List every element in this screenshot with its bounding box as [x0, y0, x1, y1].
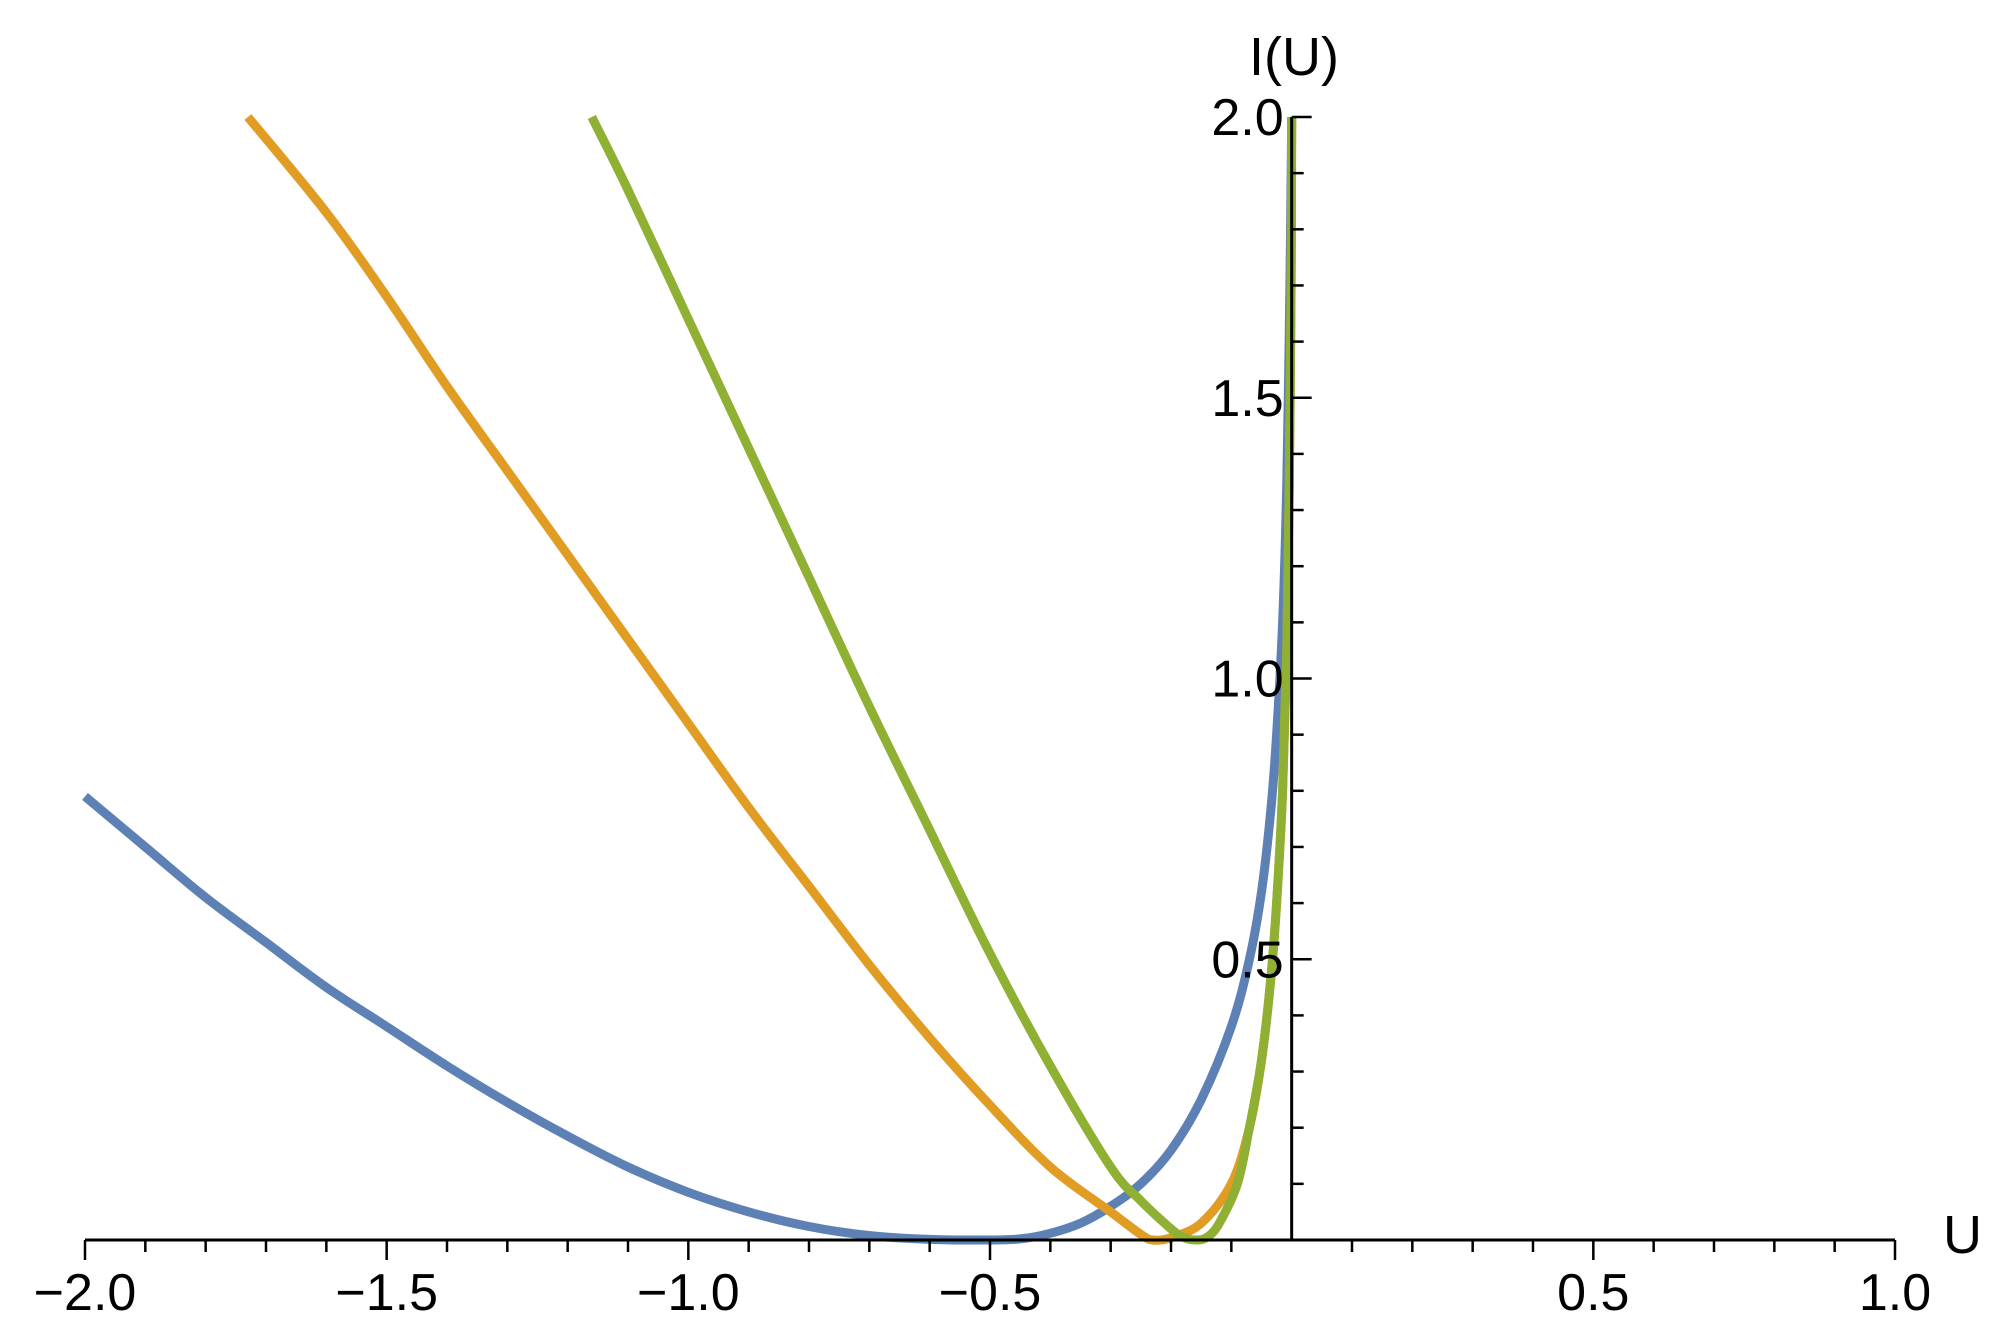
y-axis-label: I(U)	[1249, 27, 1339, 87]
x-tick-label: 0.5	[1557, 1264, 1629, 1322]
x-tick-label: 1.0	[1859, 1264, 1931, 1322]
x-tick-label: −1.5	[335, 1264, 438, 1322]
tick-labels: −2.0 −1.5 −1.0 −0.5 0.5 1.0 0.5 1.0 1.5 2.0	[34, 89, 1931, 1322]
x-tick-label: −0.5	[939, 1264, 1042, 1322]
y-tick-label: 0.5	[1211, 931, 1283, 989]
y-tick-label: 1.5	[1211, 370, 1283, 428]
series-line-1	[82, 116, 1297, 1245]
x-tick-label: −1.0	[637, 1264, 740, 1322]
x-axis-label: U	[1943, 1205, 1982, 1265]
series-line-3	[587, 115, 1297, 1245]
series-line-2	[244, 114, 1297, 1245]
x-tick-label: −2.0	[34, 1264, 137, 1322]
axes	[85, 117, 1895, 1242]
tick-marks	[83, 115, 1897, 1260]
y-tick-label: 2.0	[1211, 89, 1283, 147]
plot-curves	[82, 114, 1297, 1245]
y-tick-label: 1.0	[1211, 651, 1283, 709]
